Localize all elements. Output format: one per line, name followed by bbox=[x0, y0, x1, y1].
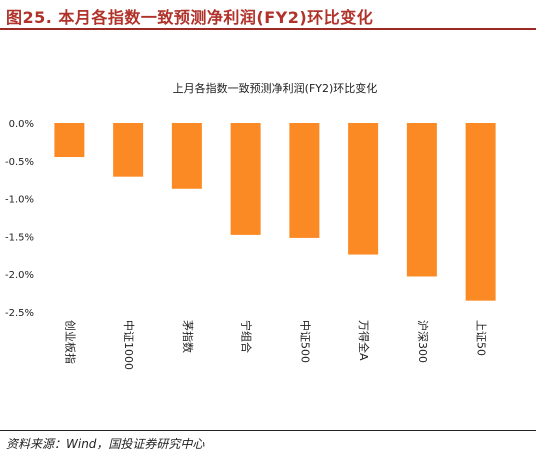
bar-series bbox=[54, 123, 496, 301]
bar bbox=[113, 123, 144, 177]
chart-area: 上月各指数一致预测净利润(FY2)环比变化 0.0% -0.5% -1.0% -1.5… bbox=[0, 30, 536, 430]
top-divider bbox=[0, 28, 536, 30]
y-tick-label: -2.0% bbox=[5, 270, 34, 281]
bar bbox=[465, 123, 496, 301]
figure-title: 图25. 本月各指数一致预测净利润(FY2)环比变化 bbox=[6, 8, 374, 27]
bar bbox=[171, 123, 202, 189]
bar bbox=[289, 123, 320, 238]
y-tick-label: -0.5% bbox=[5, 157, 34, 168]
bar bbox=[54, 123, 85, 158]
x-tick-label: 中证1000 bbox=[122, 320, 135, 370]
bar bbox=[230, 123, 261, 235]
x-tick-label: 茅指数 bbox=[181, 320, 195, 353]
y-tick-label: -2.5% bbox=[5, 308, 34, 319]
source-note: 资料来源：Wind，国投证券研究中心 bbox=[6, 437, 205, 451]
x-tick-label: 上证50 bbox=[475, 320, 488, 356]
y-tick-label: -1.5% bbox=[5, 232, 34, 243]
y-axis: 0.0% -0.5% -1.0% -1.5% -2.0% -2.5% bbox=[5, 119, 34, 319]
bar bbox=[406, 123, 437, 277]
y-tick-label: 0.0% bbox=[9, 119, 34, 130]
bottom-divider bbox=[0, 430, 536, 431]
bar-chart: 上月各指数一致预测净利润(FY2)环比变化 0.0% -0.5% -1.0% -1.5… bbox=[5, 81, 496, 370]
y-tick-label: -1.0% bbox=[5, 195, 34, 206]
chart-title: 上月各指数一致预测净利润(FY2)环比变化 bbox=[173, 81, 378, 95]
x-tick-label: 中证500 bbox=[298, 320, 311, 363]
x-tick-label: 万得全A bbox=[357, 320, 371, 361]
x-tick-label: 宁组合 bbox=[240, 320, 254, 353]
x-axis: 创业板指 中证1000 茅指数 宁组合 中证500 万得全A 沪深300 上证50 bbox=[63, 320, 487, 370]
x-tick-label: 沪深300 bbox=[416, 320, 430, 363]
x-tick-label: 创业板指 bbox=[63, 320, 77, 364]
bar bbox=[348, 123, 379, 255]
